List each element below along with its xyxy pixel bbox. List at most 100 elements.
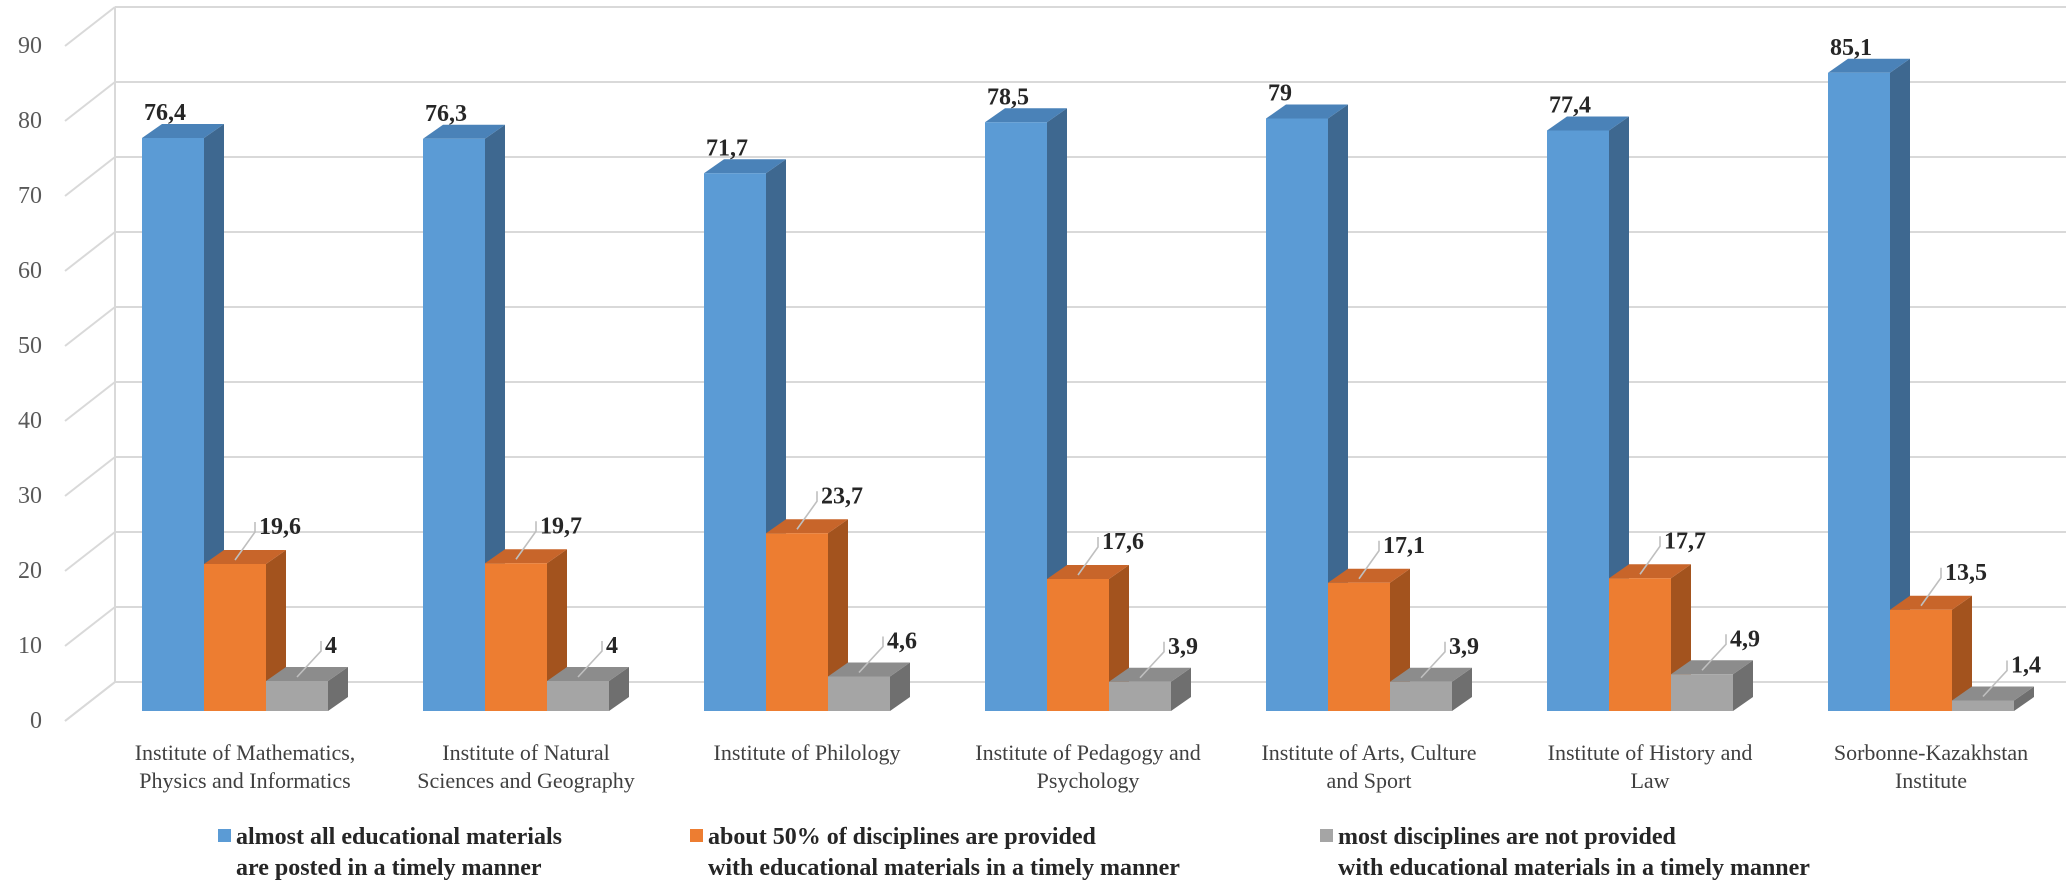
bar-3: [1671, 660, 1753, 711]
data-label: 79: [1268, 81, 1292, 107]
bar-2: [766, 519, 848, 711]
legend-label: about 50% of disciplines are provided: [708, 824, 1096, 850]
legend-swatch: [690, 829, 703, 842]
gridline-slant: [64, 306, 116, 347]
bar-front: [1047, 579, 1109, 711]
bar-side: [1171, 667, 1191, 711]
bar-front: [266, 681, 328, 711]
bar-side: [1047, 108, 1067, 711]
data-label: 85,1: [1830, 35, 1872, 61]
bar-top: [985, 108, 1067, 123]
bar-top: [204, 550, 286, 564]
bar-top: [1328, 568, 1410, 583]
bar-side: [828, 519, 848, 711]
bar-top: [1609, 564, 1691, 579]
legend-swatch: [218, 829, 231, 842]
data-label: 76,3: [425, 101, 467, 127]
data-label: 17,6: [1102, 529, 1144, 555]
gridline-slant: [64, 231, 116, 272]
bar-top: [423, 124, 505, 139]
bar-side: [1452, 667, 1472, 711]
legend: almost all educational materials are post…: [218, 824, 1810, 881]
gridline-slant: [64, 606, 116, 647]
y-axis-ticks: 0 10 20 30 40 50 60 70 80 90: [18, 33, 42, 734]
legend-label: with educational materials in a timely m…: [708, 855, 1180, 881]
y-tick-label: 20: [18, 558, 42, 584]
data-label: 1,4: [2011, 653, 2041, 679]
data-label: 77,4: [1549, 93, 1591, 119]
bar-2: [204, 550, 286, 711]
leader-line: [1920, 567, 1942, 607]
bar-3: [1109, 667, 1191, 711]
bar-front: [1109, 681, 1171, 711]
gridline-slant: [64, 381, 116, 422]
bar-top: [1671, 660, 1753, 675]
bar-side: [1952, 595, 1972, 711]
bar-1: [1266, 104, 1348, 711]
leader-line: [1077, 537, 1099, 576]
bar-front: [1390, 681, 1452, 711]
leader-line: [1139, 641, 1165, 679]
leader-line: [296, 641, 322, 678]
gridline-slant: [64, 531, 116, 572]
bar-front: [1609, 578, 1671, 711]
y-tick-label: 60: [18, 258, 42, 284]
data-label: 19,7: [540, 513, 582, 539]
category-label: Institute: [1895, 768, 1967, 793]
category-label: Sciences and Geography: [417, 768, 634, 793]
bar-front: [1266, 118, 1328, 711]
bar-front: [142, 138, 204, 711]
bar-top: [266, 667, 348, 681]
bar-top: [1109, 667, 1191, 682]
bar-front: [828, 676, 890, 711]
y-tick-label: 10: [18, 633, 42, 659]
bar-top: [547, 667, 629, 681]
bar-1: [985, 108, 1067, 711]
data-label: 71,7: [706, 135, 748, 161]
bar-side: [2014, 686, 2034, 711]
data-label: 3,9: [1449, 634, 1479, 660]
bar-top: [142, 124, 224, 138]
y-tick-label: 90: [18, 33, 42, 59]
category-label: Institute of Philology: [714, 740, 901, 765]
category-label: Law: [1630, 768, 1669, 793]
category-label: Institute of Pedagogy and: [975, 740, 1200, 765]
y-tick-label: 80: [18, 108, 42, 134]
bar-front: [547, 681, 609, 711]
bar-top: [1828, 58, 1910, 73]
gridline-slant: [64, 156, 116, 197]
y-tick-label: 30: [18, 483, 42, 509]
gridline-slant: [64, 456, 116, 497]
legend-label: with educational materials in a timely m…: [1338, 855, 1810, 881]
category-label: Institute of History and: [1548, 740, 1753, 765]
bar-top: [1890, 595, 1972, 610]
legend-label: are posted in a timely manner: [236, 855, 542, 881]
leader-line: [858, 636, 884, 674]
leader-line: [1701, 634, 1727, 671]
bar-top: [828, 662, 910, 677]
bar-front: [485, 563, 547, 711]
bar-top: [1390, 667, 1472, 682]
category-label: Physics and Informatics: [139, 768, 350, 793]
gridline-slant: [64, 81, 116, 122]
leader-line: [1639, 536, 1661, 575]
bar-1: [1547, 116, 1629, 711]
legend-swatch: [1320, 829, 1333, 842]
bar-front: [1547, 130, 1609, 711]
bar-3: [266, 667, 348, 711]
y-tick-label: 0: [30, 708, 42, 734]
bar-2: [1890, 595, 1972, 711]
bar-side: [328, 667, 348, 711]
leader-line: [796, 491, 818, 530]
y-tick-label: 50: [18, 333, 42, 359]
bar-top: [1047, 565, 1129, 579]
bar-front: [704, 173, 766, 711]
label-leaders: [234, 491, 2008, 698]
bar-side: [1609, 116, 1629, 711]
leader-line: [577, 641, 603, 678]
floor-edge: [64, 681, 116, 722]
bar-side: [1733, 660, 1753, 711]
bar-front: [985, 122, 1047, 711]
